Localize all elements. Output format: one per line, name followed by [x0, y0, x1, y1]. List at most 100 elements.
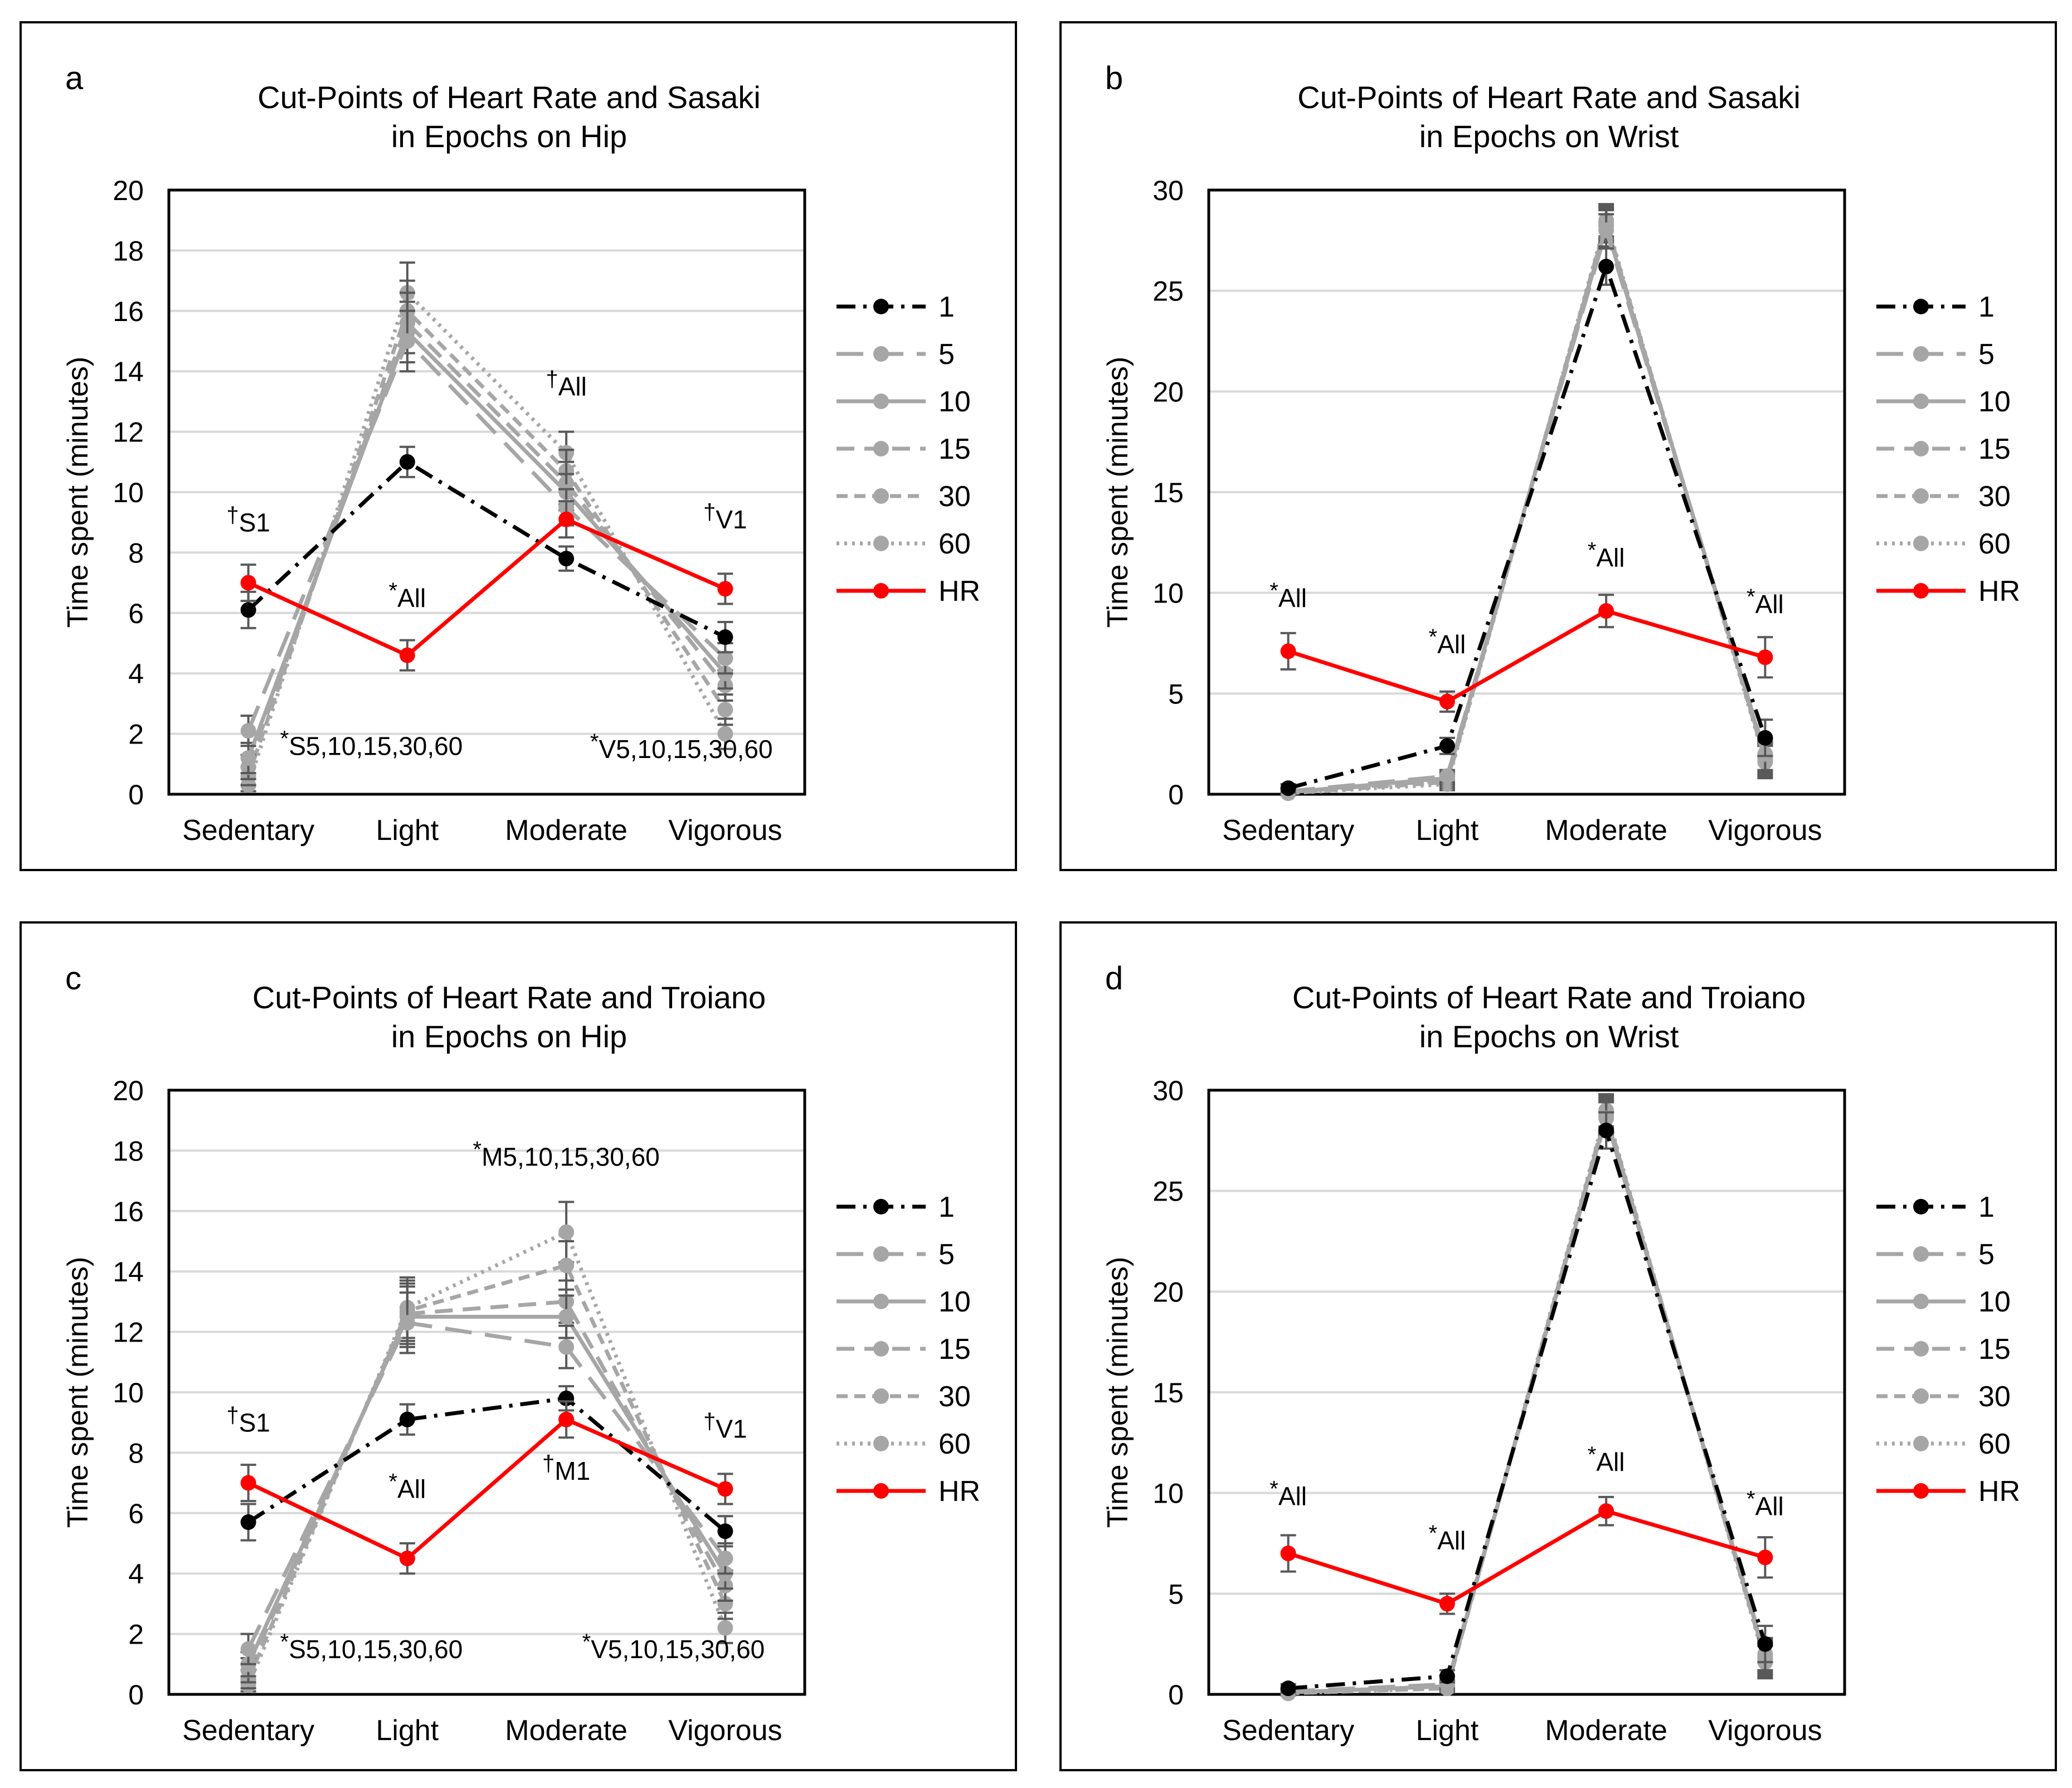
plot-area-border	[1207, 188, 1846, 796]
annotation-text: S5,10,15,30,60	[289, 1635, 463, 1664]
significance-annotation: *All	[1270, 1476, 1307, 1510]
y-tick-label: 20	[1152, 376, 1184, 407]
data-point-1	[1280, 780, 1296, 796]
data-point-1	[1280, 1680, 1296, 1697]
legend-swatch-marker	[873, 1294, 889, 1309]
series-line-1	[1288, 1128, 1767, 1690]
chart-title-line2: in Epochs on Hip	[391, 1019, 627, 1054]
legend-item-HR: HR	[1876, 575, 2020, 608]
legend-label: HR	[938, 1475, 980, 1508]
chart-svg-a: a Cut-Points of Heart Rate and Sasaki in E…	[62, 60, 980, 847]
legend-label: 5	[1978, 1238, 1995, 1271]
legend-label: 30	[1978, 1381, 2011, 1413]
data-point-5	[1439, 768, 1455, 784]
y-tick-label: 0	[128, 1679, 144, 1711]
legend-label: HR	[1978, 1475, 2020, 1508]
legend-item-1: 1	[1876, 1191, 1995, 1223]
panel-label: d	[1105, 960, 1123, 997]
chart-title-line1: Cut-Points of Heart Rate and Sasaki	[1297, 80, 1801, 115]
panel-label: a	[65, 60, 84, 96]
annotation-text: M5,10,15,30,60	[481, 1143, 660, 1172]
data-point-HR	[1757, 649, 1773, 665]
significance-annotation: *All	[1747, 1486, 1784, 1520]
data-point-60	[717, 1620, 733, 1636]
annotation-symbol: *	[280, 727, 289, 751]
y-tick-label: 18	[113, 1135, 144, 1167]
data-point-30	[717, 702, 733, 718]
series-line-1	[1287, 264, 1767, 790]
annotation-text: All	[1437, 630, 1466, 659]
annotation-text: All	[1278, 1481, 1307, 1510]
chart-panel-b: b Cut-Points of Heart Rate and Sasaki in E…	[1059, 21, 2057, 871]
chart-svg-d: d Cut-Points of Heart Rate and Troiano in …	[1102, 960, 2020, 1747]
series-30	[240, 279, 733, 786]
legend-label: 30	[1978, 480, 2011, 513]
annotation-symbol: *	[1429, 1521, 1438, 1546]
data-point-HR	[240, 1475, 256, 1491]
annotation-text: All	[558, 372, 587, 401]
plot-area-border	[167, 1089, 806, 1696]
significance-annotation: *M5,10,15,30,60	[473, 1138, 659, 1172]
legend-item-60: 60	[836, 1428, 971, 1460]
data-point-5	[399, 1315, 415, 1331]
legend-swatch-marker	[1913, 1483, 1929, 1499]
series-line-10	[246, 330, 727, 759]
chart-svg-c: c Cut-Points of Heart Rate and Troiano in …	[62, 960, 980, 1747]
legend-label: 5	[1978, 338, 1995, 371]
annotation-text: All	[1278, 584, 1307, 613]
data-point-5	[399, 333, 415, 349]
significance-annotation: †V1	[703, 500, 747, 534]
data-point-1	[1757, 1636, 1773, 1652]
series-10	[240, 300, 733, 775]
annotation-symbol: *	[1588, 1442, 1597, 1467]
y-tick-label: 25	[1152, 276, 1184, 307]
series-HR	[240, 500, 733, 672]
legend-item-HR: HR	[836, 1475, 980, 1508]
data-point-1	[1598, 1123, 1614, 1139]
significance-annotation: †S1	[226, 1403, 270, 1437]
y-tick-label: 18	[113, 235, 144, 266]
legend-swatch-marker	[873, 1246, 889, 1262]
legend-swatch-marker	[1913, 536, 1929, 551]
legend-swatch-marker	[873, 536, 889, 551]
series-line-HR	[247, 517, 726, 658]
data-point-1	[717, 1523, 733, 1539]
data-point-HR	[1598, 1503, 1614, 1519]
y-tick-label: 10	[113, 1377, 144, 1408]
data-point-HR	[399, 1551, 415, 1567]
data-point-HR	[558, 511, 575, 527]
legend-swatch-marker	[1913, 441, 1929, 456]
data-point-HR	[717, 1481, 733, 1497]
y-tick-label: 4	[128, 658, 144, 689]
annotation-symbol: †	[226, 503, 239, 527]
annotation-symbol: *	[1270, 1476, 1278, 1501]
y-tick-label: 2	[128, 719, 144, 750]
data-point-HR	[399, 647, 415, 663]
series-line-5	[246, 339, 727, 732]
x-tick-label: Moderate	[505, 1714, 628, 1747]
legend-item-30: 30	[836, 1381, 971, 1413]
legend-item-HR: HR	[836, 575, 980, 608]
chart-title-line2: in Epochs on Wrist	[1419, 119, 1679, 154]
significance-annotation: †V1	[703, 1409, 747, 1443]
series-60	[240, 261, 733, 793]
legend-item-15: 15	[1876, 433, 2011, 465]
annotation-text: All	[397, 1475, 426, 1504]
annotation-symbol: *	[389, 579, 398, 603]
y-axis-label: Time spent (minutes)	[62, 357, 94, 628]
y-tick-label: 15	[1152, 477, 1184, 508]
series-5	[240, 309, 733, 747]
y-tick-label: 20	[1152, 1276, 1184, 1308]
series-HR	[1280, 1495, 1773, 1615]
significance-annotation: *All	[1429, 625, 1466, 659]
annotation-text: M1	[555, 1456, 590, 1485]
data-point-1	[1598, 259, 1614, 275]
legend-item-5: 5	[836, 1238, 955, 1271]
annotation-text: V1	[716, 1414, 747, 1443]
x-tick-label: Vigorous	[668, 1714, 782, 1747]
annotation-symbol: †	[226, 1403, 239, 1427]
annotation-symbol: †	[703, 1409, 716, 1434]
chart-panel-d: d Cut-Points of Heart Rate and Troiano in …	[1059, 921, 2057, 1771]
legend-swatch-marker	[873, 488, 889, 504]
data-point-1	[1439, 1668, 1455, 1684]
